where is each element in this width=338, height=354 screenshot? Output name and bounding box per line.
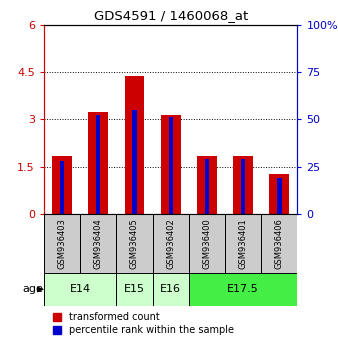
Bar bbox=[88, 112, 108, 214]
Bar bbox=[80, 214, 116, 273]
Bar bbox=[169, 118, 173, 214]
Bar bbox=[60, 161, 64, 214]
Bar bbox=[197, 156, 217, 214]
Text: GSM936404: GSM936404 bbox=[94, 218, 103, 269]
Text: E14: E14 bbox=[70, 284, 91, 295]
Text: E17.5: E17.5 bbox=[227, 284, 259, 295]
Bar bbox=[233, 155, 253, 214]
Bar bbox=[277, 178, 282, 214]
Bar bbox=[96, 115, 100, 214]
Text: age: age bbox=[22, 284, 43, 295]
Text: E16: E16 bbox=[160, 284, 181, 295]
Bar bbox=[269, 175, 289, 214]
Legend: transformed count, percentile rank within the sample: transformed count, percentile rank withi… bbox=[49, 309, 238, 339]
Text: GSM936401: GSM936401 bbox=[239, 218, 248, 269]
Bar bbox=[189, 214, 225, 273]
Text: E15: E15 bbox=[124, 284, 145, 295]
Bar bbox=[241, 159, 245, 214]
Title: GDS4591 / 1460068_at: GDS4591 / 1460068_at bbox=[94, 9, 248, 22]
Text: GSM936405: GSM936405 bbox=[130, 218, 139, 269]
Bar bbox=[52, 156, 72, 214]
Bar bbox=[261, 214, 297, 273]
Bar bbox=[124, 76, 144, 214]
Bar bbox=[161, 115, 180, 214]
Bar bbox=[189, 273, 297, 306]
Bar bbox=[225, 214, 261, 273]
Text: GSM936406: GSM936406 bbox=[275, 218, 284, 269]
Bar bbox=[132, 110, 137, 214]
Text: GSM936403: GSM936403 bbox=[57, 218, 67, 269]
Bar bbox=[116, 273, 152, 306]
Text: GSM936400: GSM936400 bbox=[202, 218, 211, 269]
Bar bbox=[116, 214, 152, 273]
Text: GSM936402: GSM936402 bbox=[166, 218, 175, 269]
Bar bbox=[44, 273, 116, 306]
Bar bbox=[205, 159, 209, 214]
Bar bbox=[44, 214, 80, 273]
Bar bbox=[152, 214, 189, 273]
Bar bbox=[152, 273, 189, 306]
